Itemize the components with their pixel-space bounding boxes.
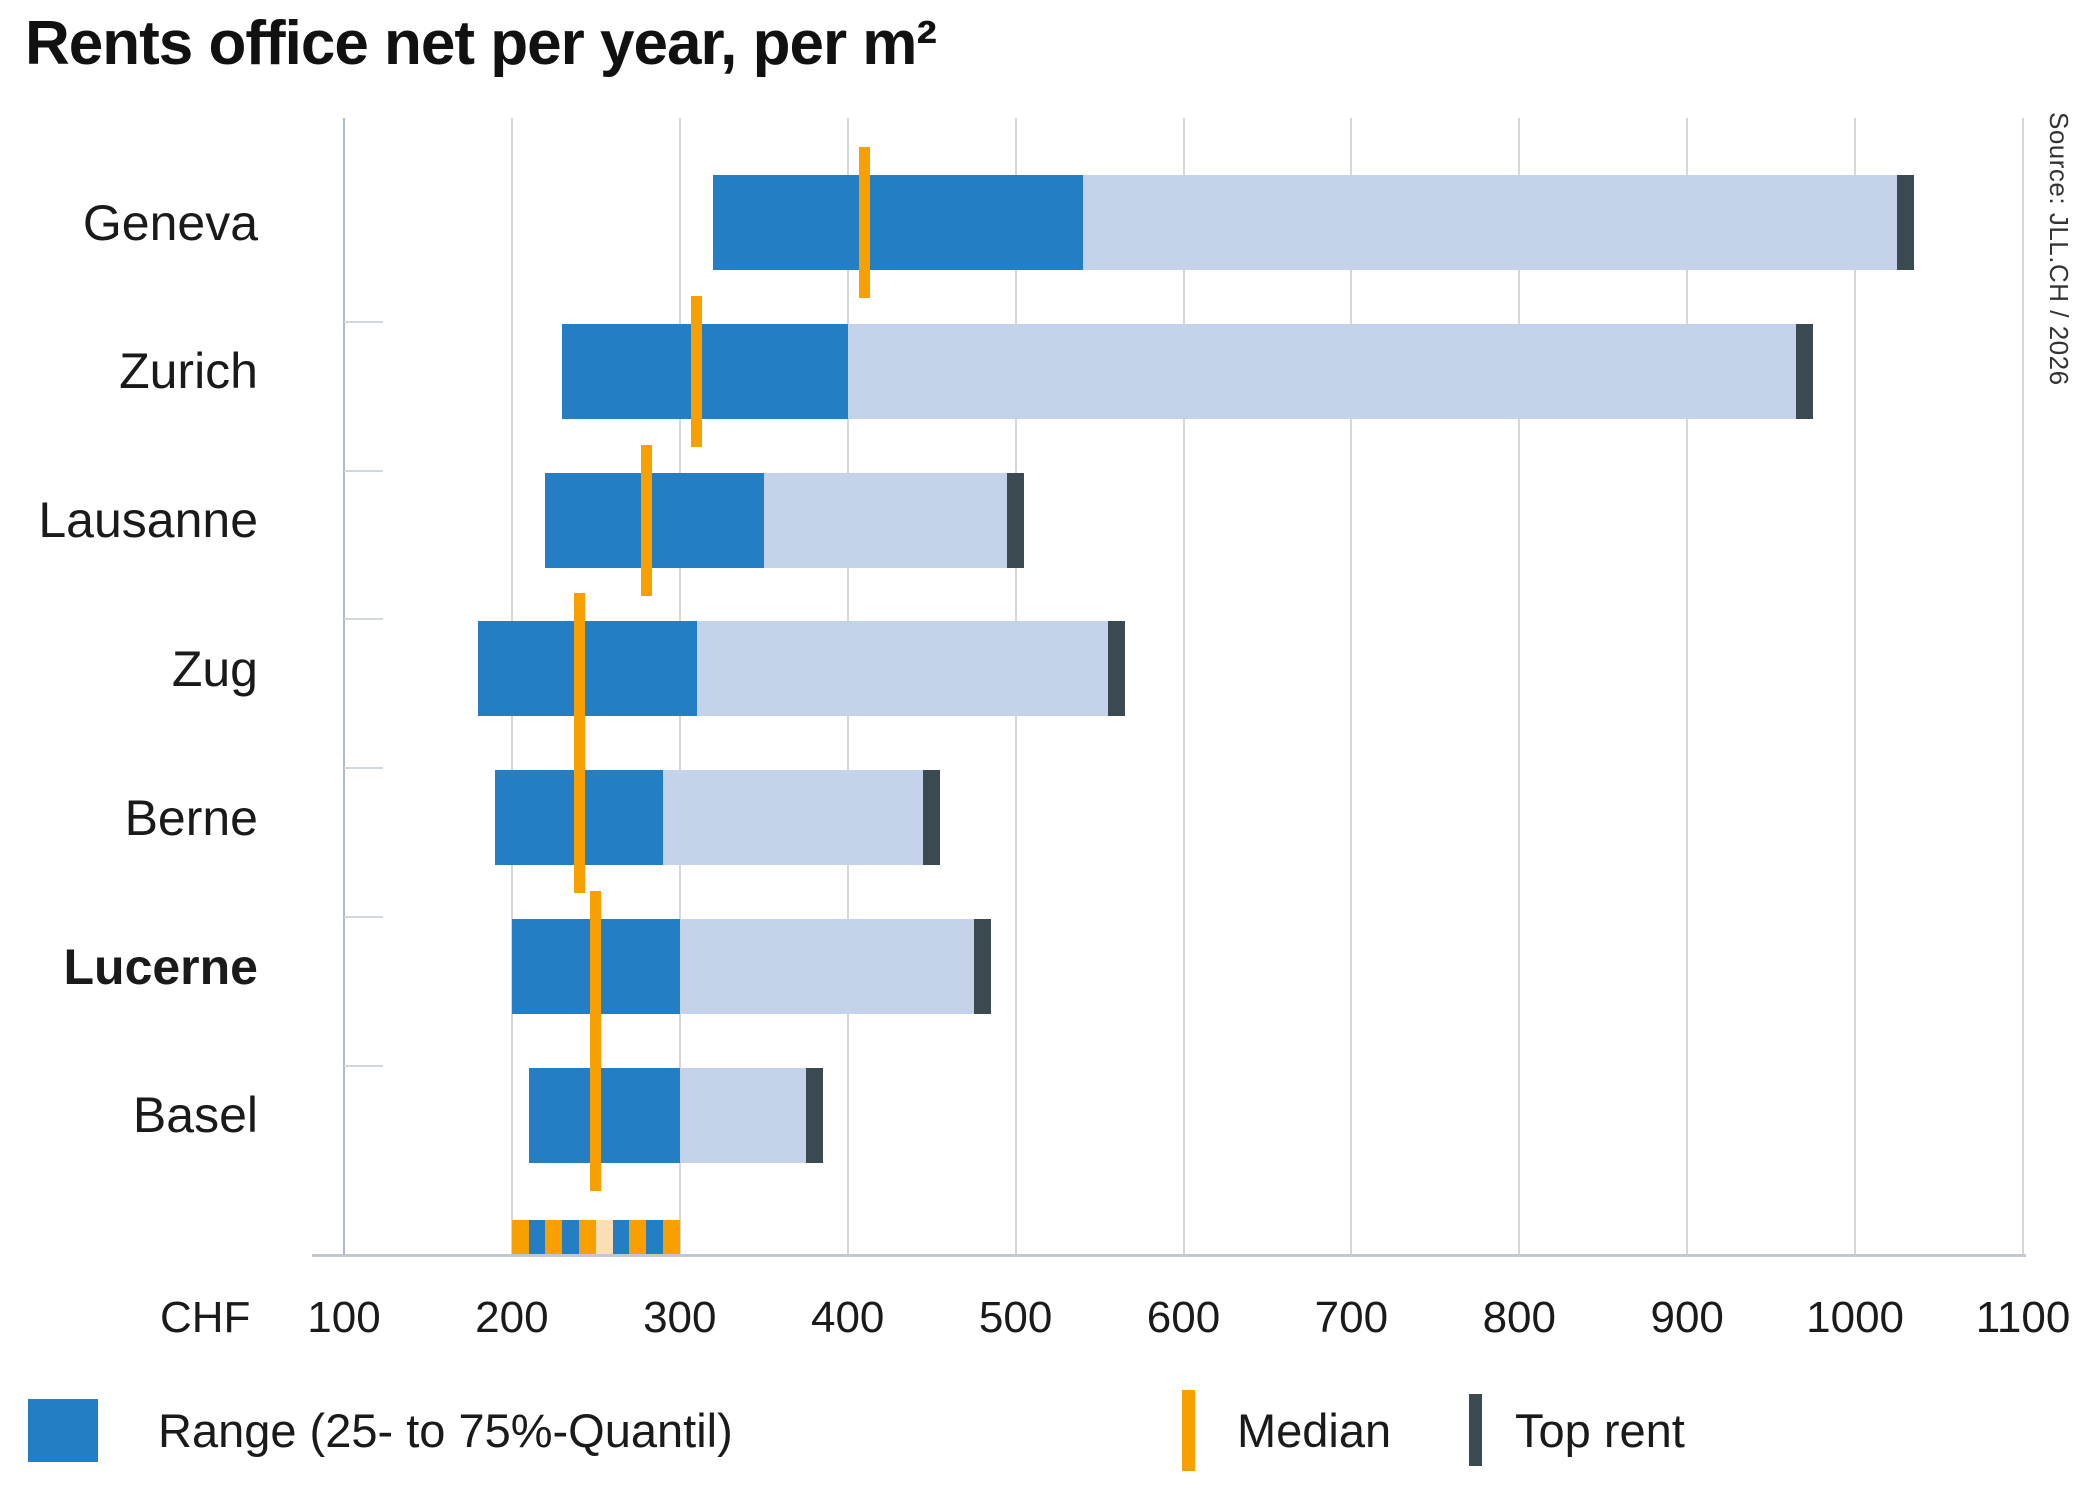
upper-range-bar (663, 770, 940, 866)
top-rent-tick (1007, 472, 1025, 568)
source-note: Source: JLL.CH / 2026 (2044, 112, 2074, 386)
partial-row-stripe-blue (528, 1220, 546, 1254)
city-label-lucerne: Lucerne (63, 938, 258, 995)
x-axis-tick-label: 300 (643, 1293, 717, 1342)
median-tick (640, 444, 652, 596)
city-label-lausanne: Lausanne (38, 492, 258, 549)
median-tick (858, 147, 870, 298)
median-tick (573, 742, 585, 894)
city-label-geneva: Geneva (82, 194, 258, 251)
city-label-berne: Berne (124, 789, 258, 846)
legend-item-range: Range (25- to 75%-Quantil) (28, 1380, 733, 1480)
legend-item-top-rent: Top rent (1469, 1380, 1685, 1480)
row-boundary-tick (344, 1064, 383, 1067)
x-axis-unit-label: CHF (160, 1293, 251, 1342)
row-boundary-tick (344, 618, 383, 621)
upper-range-bar (696, 621, 1125, 717)
gridline (1854, 118, 1857, 1254)
x-axis-tick-label: 200 (475, 1293, 549, 1342)
legend-top-rent-label: Top rent (1515, 1403, 1685, 1457)
quantile-range-bar (478, 621, 697, 717)
x-axis-tick-label: 900 (1650, 1293, 1724, 1342)
x-axis-tick-label: 600 (1146, 1293, 1221, 1342)
row-boundary-tick (344, 916, 383, 918)
partial-row-stripe-blue (562, 1220, 580, 1254)
gridline (1182, 118, 1185, 1254)
partial-row-stripe-orange (629, 1220, 647, 1254)
upper-range-bar (679, 919, 991, 1014)
x-axis-tick-label: 1100 (1975, 1293, 2071, 1342)
y-axis-line (343, 118, 345, 1254)
median-swatch (1182, 1389, 1195, 1471)
legend-range-label: Range (25- to 75%-Quantil) (158, 1403, 733, 1457)
quantile-range-bar (562, 323, 848, 419)
median-tick (590, 1039, 602, 1191)
city-label-basel: Basel (132, 1087, 258, 1144)
x-axis-tick-label: 500 (978, 1293, 1053, 1342)
upper-range-bar (847, 323, 1813, 419)
top-rent-tick (805, 1067, 823, 1163)
x-axis-baseline (312, 1254, 2026, 1257)
partial-row-stripe-orange (545, 1220, 563, 1254)
quantile-range-bar (713, 175, 1083, 270)
partial-row-stripe-blue (612, 1220, 630, 1254)
legend-median-label: Median (1237, 1403, 1392, 1457)
x-axis-tick-label: 800 (1482, 1293, 1557, 1342)
partial-row-stripe-orange (579, 1220, 597, 1254)
partial-row-stripe-peach (595, 1220, 614, 1254)
chart-title: Rents office net per year, per m² (25, 9, 937, 78)
gridline (1518, 118, 1521, 1254)
median-tick (590, 891, 602, 1042)
x-axis-tick-label: 400 (810, 1293, 885, 1342)
top-rent-tick (1896, 175, 1914, 270)
median-tick (573, 593, 585, 745)
city-label-zurich: Zurich (119, 343, 258, 400)
quantile-range-bar (528, 1067, 680, 1163)
partial-row-stripe-blue (646, 1220, 664, 1254)
top-rent-tick (923, 770, 941, 866)
gridline (2022, 118, 2024, 1254)
median-tick (691, 295, 703, 447)
top-rent-swatch (1469, 1394, 1482, 1466)
legend: Range (25- to 75%-Quantil) Median Top re… (0, 1380, 2088, 1480)
partial-row-stripe-orange (663, 1220, 681, 1254)
x-axis-tick-label: 100 (307, 1293, 381, 1342)
x-axis-tick-label: 1000 (1806, 1293, 1905, 1342)
upper-range-bar (679, 1067, 823, 1163)
top-rent-tick (1796, 323, 1814, 419)
legend-item-median: Median (1182, 1380, 1391, 1480)
partial-row-stripe-orange (511, 1220, 530, 1254)
quantile-range-bar (545, 472, 764, 568)
gridline (1350, 118, 1353, 1254)
gridline (1686, 118, 1689, 1254)
upper-range-bar (1082, 175, 1914, 270)
row-boundary-tick (344, 320, 383, 323)
top-rent-tick (1107, 621, 1125, 717)
top-rent-tick (973, 919, 991, 1014)
city-label-zug: Zug (171, 640, 258, 697)
range-swatch (28, 1398, 98, 1462)
upper-range-bar (763, 472, 1024, 568)
row-boundary-tick (344, 767, 383, 770)
x-axis-tick-label: 700 (1314, 1293, 1389, 1342)
row-boundary-tick (344, 469, 383, 472)
